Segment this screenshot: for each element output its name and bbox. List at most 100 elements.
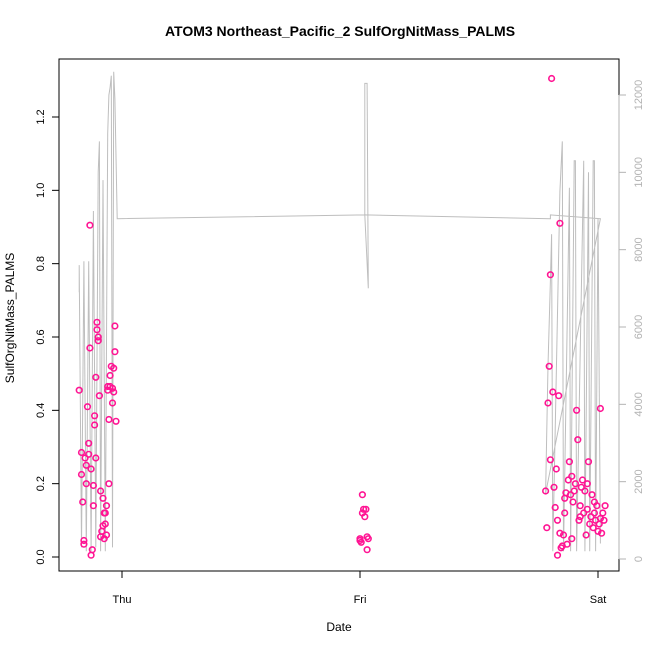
data-point <box>586 520 594 528</box>
data-point <box>547 74 556 83</box>
data-point <box>552 465 560 473</box>
data-point <box>88 546 96 554</box>
data-point <box>556 219 564 227</box>
data-point <box>361 513 369 521</box>
data-point <box>86 221 94 229</box>
data-point <box>568 535 576 543</box>
data-point <box>102 531 111 539</box>
data-point <box>75 386 83 394</box>
data-point <box>110 388 118 396</box>
data-point <box>89 502 97 510</box>
data-point <box>584 458 593 466</box>
y2-tick-label: 2000 <box>633 469 645 493</box>
data-point <box>364 535 372 543</box>
x-tick-label: Sat <box>590 594 607 606</box>
y2-tick-label: 0 <box>633 556 645 562</box>
data-point <box>570 487 578 495</box>
y-tick-label: 0.0 <box>35 549 47 564</box>
x-axis: Thu Fri Sat <box>113 570 607 606</box>
y-tick-label: 0.4 <box>35 403 47 418</box>
data-point <box>82 480 90 488</box>
data-point <box>101 509 109 517</box>
point-series <box>75 74 609 559</box>
y-axis-label: SulfOrgNitMass_PALMS <box>3 253 17 383</box>
data-point <box>561 509 569 517</box>
y2-tick-label: 10000 <box>633 157 645 188</box>
data-point <box>597 529 606 537</box>
data-point <box>93 318 101 326</box>
y2-tick-label: 8000 <box>633 237 645 261</box>
data-point <box>80 536 88 545</box>
data-point <box>87 551 95 559</box>
data-point <box>600 516 608 524</box>
data-point <box>99 494 107 502</box>
plot-area <box>58 58 620 572</box>
data-point <box>90 412 99 420</box>
data-point <box>85 439 93 447</box>
data-point <box>89 481 97 490</box>
data-point <box>363 546 371 554</box>
data-point <box>546 271 555 279</box>
left-axis: 0.0 0.2 0.4 0.6 0.8 1.0 1.2 <box>35 109 60 565</box>
data-point <box>587 513 595 521</box>
x-tick-label: Thu <box>113 594 132 606</box>
data-point <box>572 406 581 414</box>
data-point <box>92 373 100 381</box>
data-point <box>569 498 577 506</box>
data-point <box>599 509 607 517</box>
data-point <box>545 362 553 370</box>
line-series <box>78 71 602 552</box>
data-point <box>110 364 118 372</box>
data-point <box>559 531 568 539</box>
y-tick-label: 0.2 <box>35 476 47 491</box>
data-point <box>590 498 599 506</box>
data-point <box>583 505 591 513</box>
chart-title: ATOM3 Northeast_Pacific_2 SulfOrgNitMass… <box>165 23 515 39</box>
data-point <box>77 470 86 479</box>
right-axis: 0 2000 4000 6000 8000 10000 12000 <box>618 80 645 562</box>
data-point <box>601 502 609 510</box>
data-point <box>83 403 92 411</box>
data-point <box>556 529 564 537</box>
data-point <box>112 417 120 425</box>
data-point <box>551 503 559 512</box>
data-point <box>546 456 555 464</box>
data-point <box>80 540 88 548</box>
y2-tick-label: 12000 <box>633 80 645 111</box>
data-point <box>102 502 111 510</box>
data-point <box>590 509 599 517</box>
data-point <box>101 520 109 528</box>
y-tick-label: 1.2 <box>35 109 47 124</box>
data-point <box>571 480 580 488</box>
data-point <box>92 454 100 462</box>
data-point <box>87 465 95 473</box>
data-point <box>85 450 93 458</box>
data-point <box>549 388 557 396</box>
data-point <box>111 322 119 330</box>
data-point <box>95 392 103 400</box>
data-point <box>357 538 365 546</box>
data-point <box>568 472 576 480</box>
data-point <box>79 498 87 506</box>
y-tick-label: 0.6 <box>35 329 47 344</box>
data-point <box>356 535 364 543</box>
data-point <box>108 399 117 407</box>
data-point <box>105 480 113 488</box>
data-point <box>576 513 584 521</box>
data-point <box>553 516 562 524</box>
data-point <box>90 421 99 429</box>
data-point <box>555 392 563 400</box>
y2-tick-label: 4000 <box>633 392 645 416</box>
data-point <box>82 461 90 469</box>
data-point <box>362 505 370 513</box>
data-point <box>360 505 368 513</box>
data-point <box>77 448 86 457</box>
data-point <box>577 483 585 491</box>
data-point <box>576 502 584 510</box>
data-point <box>583 480 591 488</box>
y2-tick-label: 6000 <box>633 315 645 339</box>
data-point <box>578 476 587 484</box>
series-line <box>78 71 602 552</box>
data-point <box>93 326 101 334</box>
